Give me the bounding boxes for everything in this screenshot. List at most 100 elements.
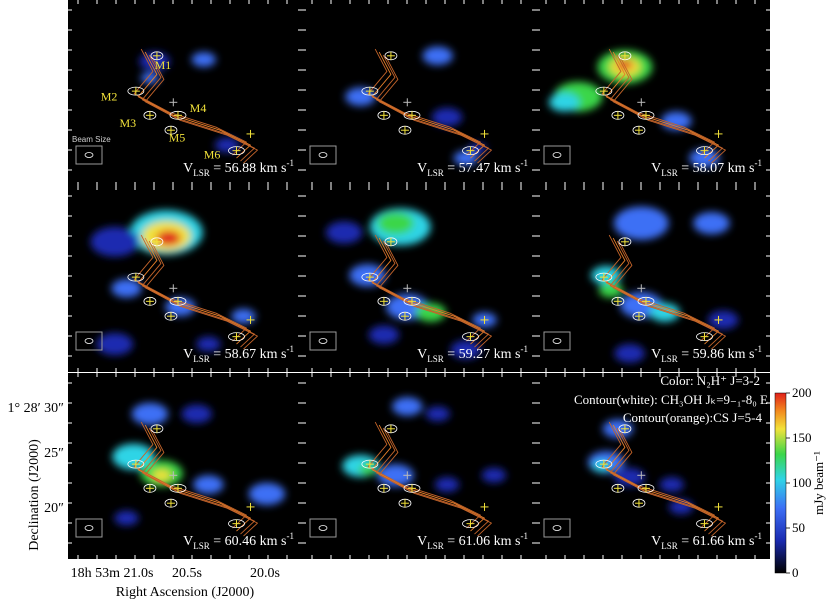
emission-blob [693, 212, 730, 235]
cs-contour [371, 51, 485, 159]
cs-contour [605, 424, 719, 532]
cs-contour [144, 56, 258, 164]
source-label: M6 [204, 147, 221, 161]
colorbar-tick-label: 0 [792, 565, 799, 580]
beam-ellipse [552, 152, 562, 158]
channel-panel: VLSR = 59.86 km s-1 [536, 186, 770, 372]
emission-blob [325, 221, 363, 244]
channel-panel: VLSR = 56.88 km s-1 [68, 0, 302, 186]
legend-orange-contour-entry: Contour(orange):CS J=5-4 [623, 410, 763, 425]
emission-blob [90, 226, 140, 257]
emission-blob [548, 93, 580, 112]
velocity-label: VLSR = 57.47 km s-1 [417, 158, 528, 178]
beam-ellipse [552, 338, 562, 344]
channel-panels: VLSR = 56.88 km s-1 VLSR = 57.47 km s-1 VL… [68, 0, 770, 559]
legend-white-contour-entry: Contour(white): CH₃OH Jₖ=9₋₁-8₀ E [574, 392, 768, 407]
emission-blob [358, 464, 377, 476]
channel-panel: VLSR = 59.27 km s-1 [302, 186, 536, 372]
emission-blob [422, 46, 453, 66]
colorbar-tick-label: 50 [792, 520, 805, 535]
emission-blob [434, 477, 460, 493]
cs-contour [144, 242, 258, 350]
cs-contour [137, 237, 251, 345]
beam-ellipse [318, 152, 328, 158]
beam-size-box [309, 331, 337, 351]
cs-contour [378, 56, 492, 164]
emission-blob [111, 279, 142, 298]
velocity-label: VLSR = 58.67 km s-1 [183, 344, 294, 364]
emission-blob [481, 467, 507, 483]
emission-blob [114, 510, 139, 526]
velocity-label: VLSR = 59.27 km s-1 [417, 344, 528, 364]
beam-size-box [309, 518, 337, 538]
beam-ellipse [318, 338, 328, 344]
emission-blob [377, 464, 414, 487]
emission-blob [377, 212, 414, 235]
cs-contour [137, 51, 251, 159]
cs-contour [367, 48, 481, 156]
cs-contour [137, 424, 251, 532]
emission-blob [181, 404, 212, 424]
source-label: M5 [169, 131, 186, 145]
velocity-label: VLSR = 61.06 km s-1 [417, 531, 528, 551]
cs-contour [605, 51, 719, 159]
colorbar-tick-label: 150 [792, 430, 812, 445]
emission-blob [131, 402, 169, 426]
emission-blob [614, 344, 645, 363]
cs-contour [378, 429, 492, 537]
n2h-emission [325, 208, 497, 359]
colorbar-tick-label: 100 [792, 475, 812, 490]
cs-contour [133, 48, 247, 156]
cs-contour [367, 234, 481, 342]
cs-contour [371, 424, 485, 532]
source-label: M2 [101, 90, 118, 104]
velocity-label: VLSR = 56.88 km s-1 [183, 158, 294, 178]
colorbar-gradient [774, 392, 787, 574]
source-label: M4 [190, 101, 207, 115]
cs-contour [144, 429, 258, 537]
channel-panel: VLSR = 61.66 km s-1 [536, 373, 770, 559]
colorbar: 0 50 100 150 200 mJy beam⁻¹ [774, 385, 826, 580]
colorbar-label: mJy beam⁻¹ [811, 451, 826, 515]
cs-contour [133, 421, 247, 529]
emission-blob [392, 397, 423, 416]
beam-size-box [75, 331, 103, 351]
emission-blob [431, 107, 463, 127]
source-label: M1 [155, 58, 172, 72]
emission-blob [191, 52, 216, 67]
velocity-label: VLSR = 59.86 km s-1 [651, 344, 762, 364]
emission-blob [368, 325, 400, 345]
emission-blob [349, 264, 386, 287]
y-tick-label: 25″ [44, 446, 64, 461]
emission-blob [450, 340, 482, 359]
emission-blob [425, 406, 450, 422]
n2h-emission [139, 52, 240, 153]
x-tick-label: 20.0s [250, 566, 280, 581]
emission-blob [214, 137, 240, 153]
velocity-label: VLSR = 58.07 km s-1 [651, 158, 762, 178]
n2h-emission [112, 402, 286, 526]
emission-blob [345, 87, 376, 107]
cs-contour [133, 234, 247, 342]
emission-blob [614, 467, 645, 487]
emission-blob [231, 308, 256, 324]
y-tick-label: 20″ [44, 501, 64, 516]
emission-blob [152, 469, 171, 481]
x-tick-label: 20.5s [172, 566, 202, 581]
beam-size-label: Beam Size [72, 135, 111, 144]
cs-contour [367, 421, 481, 529]
emission-blob [598, 282, 624, 298]
colorbar-tick-label: 200 [792, 385, 812, 400]
cs-contour [371, 237, 485, 345]
cs-contour [605, 237, 719, 345]
cs-contour [612, 242, 726, 350]
n2h-emission [90, 210, 256, 356]
panel-background [68, 373, 302, 559]
panel-background [302, 0, 536, 186]
beam-ellipse [84, 152, 94, 158]
velocity-label: VLSR = 60.46 km s-1 [183, 531, 294, 551]
x-axis-label: Right Ascension (J2000) [116, 585, 255, 600]
panel-background [536, 373, 770, 559]
cs-contour [378, 242, 492, 350]
emission-blob [193, 475, 224, 494]
